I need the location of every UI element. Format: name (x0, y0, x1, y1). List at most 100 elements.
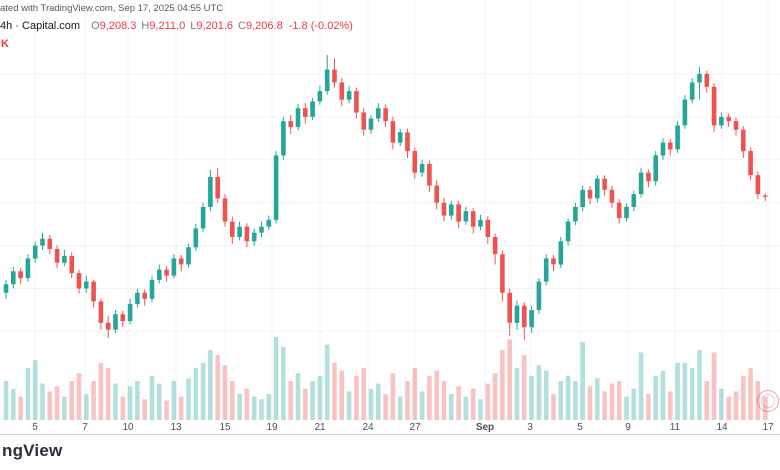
candle-body (689, 82, 695, 100)
candle-body (470, 211, 476, 227)
volume-bar (492, 373, 498, 420)
volume-bar (711, 352, 717, 420)
candle-body (427, 164, 432, 186)
candle-body (762, 195, 768, 197)
x-axis-label: 3 (527, 422, 533, 433)
candle-body (105, 322, 111, 330)
candle-body (397, 132, 403, 143)
volume-bar (609, 383, 615, 420)
volume-bar (682, 362, 688, 420)
candle-body (719, 116, 724, 126)
volume-bar (178, 396, 184, 420)
volume-bar (193, 368, 199, 420)
volume-bar (456, 386, 461, 420)
volume-bar (602, 391, 607, 420)
x-axis-label: 21 (314, 422, 326, 433)
candle-body (456, 204, 461, 222)
volume-bar (303, 388, 308, 420)
volume-bar (668, 391, 673, 420)
volume-bar (565, 375, 571, 420)
candle-body (178, 258, 184, 265)
candle-body (529, 310, 534, 328)
volume-bar (164, 400, 169, 420)
volume-bar (266, 394, 272, 420)
volume-bar (522, 355, 527, 420)
volume-bar (463, 396, 469, 420)
candle-body (84, 281, 89, 289)
volume-bar (98, 362, 104, 420)
volume-bar (273, 336, 279, 420)
volume-bar (230, 381, 235, 420)
volume-bar (675, 362, 680, 420)
volume-bar (616, 381, 622, 420)
volume-bar (361, 368, 366, 420)
candle-body (580, 189, 585, 207)
candle-body (273, 155, 279, 220)
volume-bar (62, 396, 67, 420)
candle-body (405, 132, 410, 152)
candle-body (543, 258, 549, 282)
candle-body (157, 269, 162, 280)
volume-bar (69, 381, 74, 420)
volume-bar (412, 368, 418, 420)
candle-body (536, 281, 542, 310)
volume-bar (441, 381, 447, 420)
candle-body (500, 254, 505, 293)
volume-bar (32, 360, 38, 420)
close-label: C (238, 20, 246, 32)
volume-bar (200, 362, 206, 420)
candle-body (595, 178, 600, 199)
candle-body (310, 101, 315, 117)
volume-bar (171, 381, 177, 420)
candle-body (259, 226, 264, 233)
candle-body (522, 305, 527, 328)
candle-body (675, 125, 680, 150)
candle-body (624, 206, 629, 219)
volume-bar (397, 396, 403, 420)
x-axis-label: 19 (266, 422, 278, 433)
volume-bar (580, 342, 585, 420)
volume-bar (3, 381, 9, 420)
candle-body (726, 116, 731, 122)
candle-body (463, 211, 469, 222)
candle-body (441, 202, 447, 216)
attribution-text: ated with TradingView.com, Sep 17, 2025 … (0, 3, 224, 14)
volume-bar (317, 375, 323, 420)
candle-body (127, 303, 133, 322)
x-axis-label: 5 (577, 422, 583, 433)
volume-bar (76, 373, 82, 420)
candle-body (288, 121, 293, 128)
candle-body (485, 219, 491, 237)
candle-body (697, 73, 702, 83)
volume-bar (595, 378, 600, 420)
candle-body (514, 305, 520, 323)
x-axis-label: 27 (409, 422, 421, 433)
volume-bar (222, 365, 228, 420)
candle-body (164, 269, 169, 276)
close-value: 9,206.8 (245, 20, 283, 32)
candle-body (76, 273, 82, 289)
x-axis-label: 10 (122, 422, 134, 433)
candle-body (492, 237, 498, 255)
candle-body (587, 189, 593, 199)
candle-body (32, 245, 38, 259)
candle-body (244, 226, 250, 242)
volume-bar (259, 399, 264, 420)
candle-body (573, 206, 578, 222)
high-label: H (141, 20, 150, 32)
candle-body (565, 221, 571, 242)
volume-bar (419, 391, 425, 420)
candle-body (200, 206, 206, 229)
candle-body (332, 69, 337, 83)
x-axis-label: Sep (476, 422, 494, 433)
candle-body (339, 82, 345, 100)
candle-body (660, 142, 666, 156)
candle-body (602, 178, 607, 190)
volume-bar (748, 368, 753, 420)
volume-bar (449, 394, 454, 420)
candle-body (354, 91, 359, 113)
candle-body (507, 292, 512, 323)
volume-bar (346, 391, 352, 420)
candle-body (230, 221, 235, 237)
